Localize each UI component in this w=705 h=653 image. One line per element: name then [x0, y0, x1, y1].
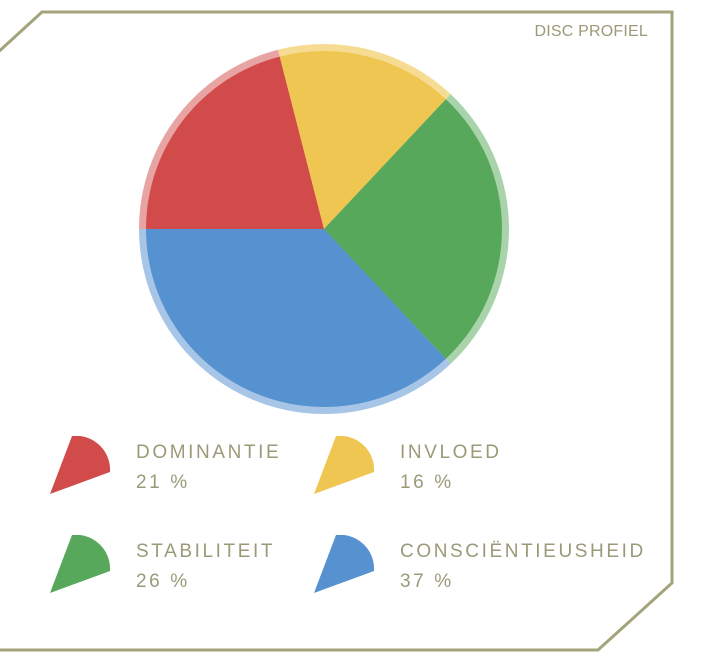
legend-wedge-dominantie	[50, 436, 111, 494]
pie-slice-stabiliteit	[324, 99, 503, 359]
legend-value-invloed: 16 %	[400, 472, 454, 493]
legend-label-conscientieusheid: CONSCIËNTIEUSHEID	[400, 541, 646, 562]
legend-swatch-conscientieusheid	[314, 535, 375, 593]
legend-item-invloed: INVLOED 16 %	[312, 436, 572, 506]
legend-wedge-stabiliteit	[50, 535, 111, 593]
legend-item-stabiliteit: STABILITEIT 26 %	[48, 535, 308, 605]
legend-swatch-invloed	[314, 436, 375, 494]
legend-label-stabiliteit: STABILITEIT	[136, 541, 276, 562]
legend-value-dominantie: 21 %	[136, 472, 190, 493]
legend-label-dominantie: DOMINANTIE	[136, 442, 282, 463]
legend-value-stabiliteit: 26 %	[136, 571, 190, 592]
legend-value-conscientieusheid: 37 %	[400, 571, 454, 592]
legend-label-invloed: INVLOED	[400, 442, 502, 463]
legend-wedge-conscientieusheid	[314, 535, 375, 593]
legend-item-dominantie: DOMINANTIE 21 %	[48, 436, 308, 506]
legend-swatch-dominantie	[50, 436, 111, 494]
legend-item-conscientieusheid: CONSCIËNTIEUSHEID 37 %	[312, 535, 643, 605]
legend-swatch-stabiliteit	[50, 535, 111, 593]
card-title: DISC PROFIEL	[534, 23, 648, 40]
pie-slice-conscientieusheid	[145, 229, 446, 408]
pie-slice-invloed	[279, 50, 446, 230]
pie-slice-dominantie	[146, 56, 324, 230]
legend-wedge-invloed	[314, 436, 375, 494]
